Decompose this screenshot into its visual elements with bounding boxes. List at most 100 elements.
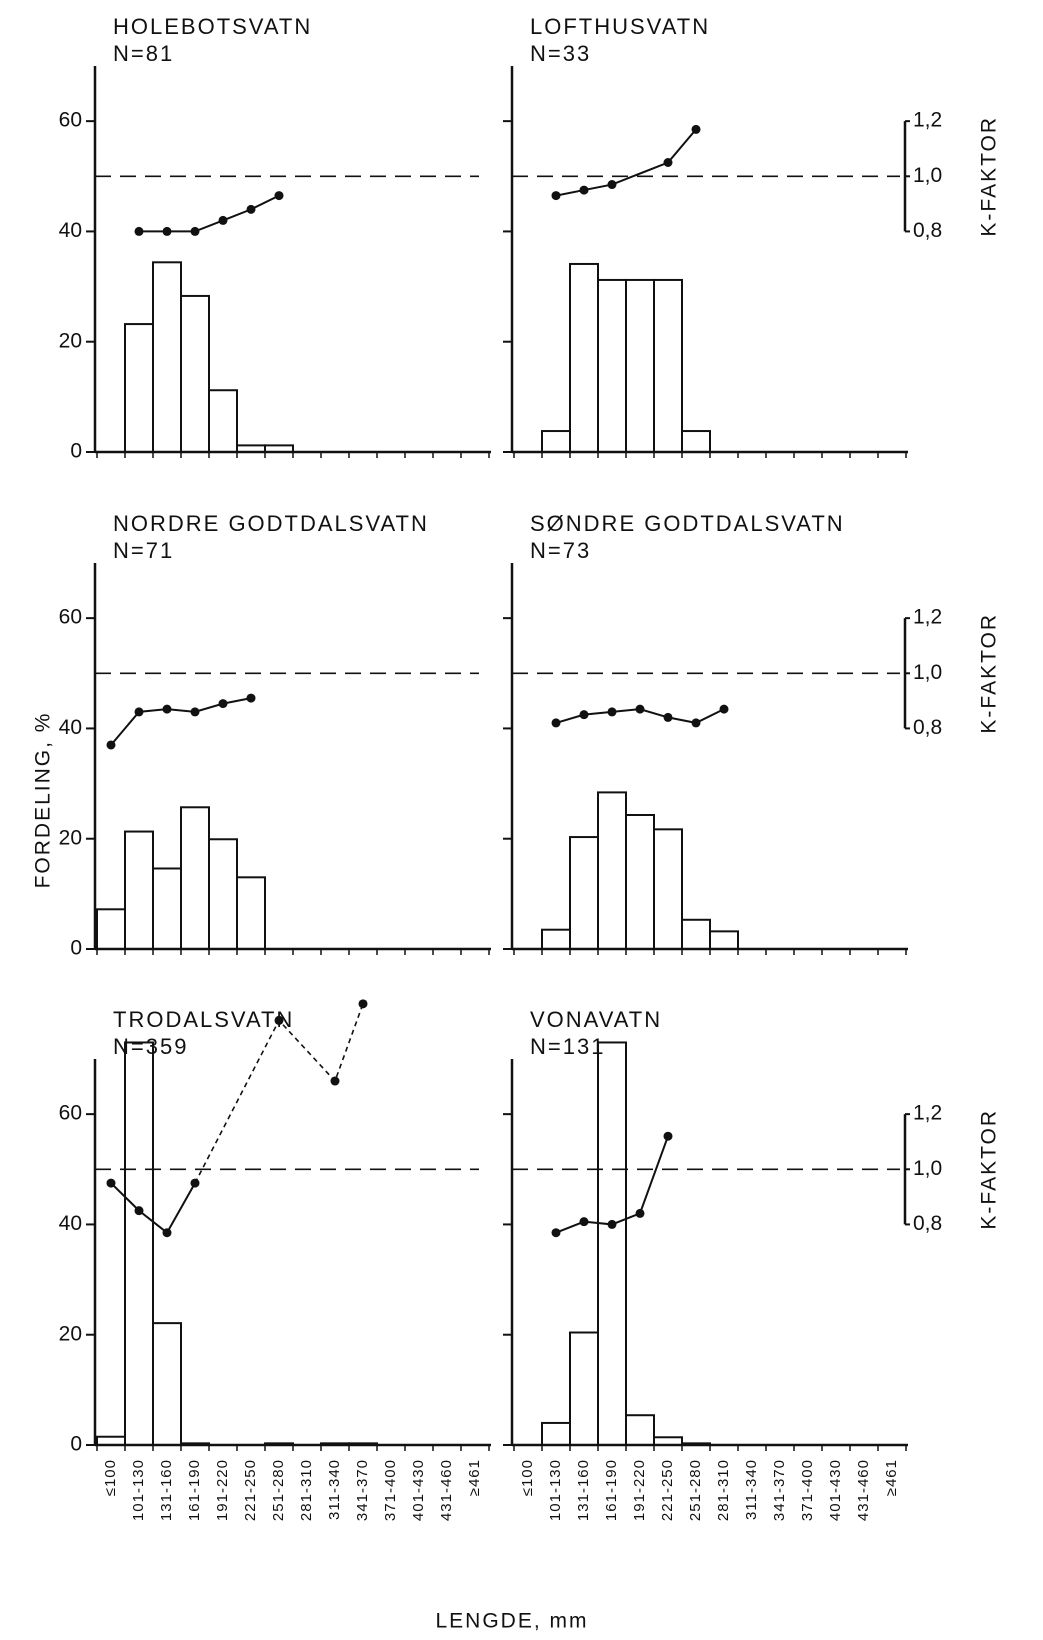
x-tick-label: 101-130 xyxy=(547,1459,564,1521)
k-factor-point xyxy=(551,1228,561,1238)
x-tick-label: 191-220 xyxy=(631,1459,648,1521)
k-factor-point xyxy=(246,693,256,703)
histogram-bar xyxy=(569,262,599,453)
y2-axis-label: K-FAKTOR xyxy=(978,1109,1001,1230)
k-factor-point xyxy=(691,718,701,728)
histogram-bar xyxy=(124,830,154,950)
x-tick-label: 401-430 xyxy=(827,1459,844,1521)
k-factor-point xyxy=(719,704,729,714)
x-tick-label: 341-370 xyxy=(354,1459,371,1521)
x-tick-label: ≤100 xyxy=(102,1459,119,1496)
x-tick-label: 431-460 xyxy=(438,1459,455,1521)
histogram-bar xyxy=(681,430,711,454)
histogram-bar xyxy=(597,791,627,950)
k-factor-point xyxy=(691,124,701,134)
y-tick-label: 20 xyxy=(59,1322,82,1345)
histogram-bar xyxy=(264,1442,294,1446)
k-factor-line xyxy=(194,1003,364,1184)
histogram-bar xyxy=(681,1442,711,1446)
histogram-bar xyxy=(180,1442,210,1446)
y-tick-label: 20 xyxy=(59,826,82,849)
y2-tick-label: 0,8 xyxy=(913,716,942,739)
panel-title: VONAVATN xyxy=(530,1007,662,1032)
k-factor-point xyxy=(663,712,673,722)
k-factor-point xyxy=(274,1015,284,1025)
k-factor-point xyxy=(551,718,561,728)
panel-subtitle: N=131 xyxy=(530,1034,605,1059)
k-factor-point xyxy=(134,226,144,236)
x-tick-label: 191-220 xyxy=(214,1459,231,1521)
panel-title: NORDRE GODTDALSVATN xyxy=(113,511,429,536)
x-tick-label: 281-310 xyxy=(715,1459,732,1521)
histogram-bar xyxy=(653,1436,683,1447)
x-tick-label: 221-250 xyxy=(659,1459,676,1521)
y2-tick-label: 1,2 xyxy=(913,109,942,132)
k-factor-point xyxy=(663,1131,673,1141)
histogram-bar xyxy=(124,1041,154,1446)
x-tick-label: 371-400 xyxy=(799,1459,816,1521)
histogram-bar xyxy=(152,261,182,453)
x-tick-label: 431-460 xyxy=(855,1459,872,1521)
panel-title: LOFTHUSVATN xyxy=(530,14,710,39)
histogram-bar xyxy=(236,876,266,950)
y-tick-label: 40 xyxy=(59,1212,82,1235)
x-tick-label: 341-370 xyxy=(771,1459,788,1521)
k-factor-point xyxy=(635,1208,645,1218)
histogram-bar xyxy=(653,828,683,951)
k-factor-point xyxy=(330,1076,340,1086)
y2-tick-label: 1,2 xyxy=(913,606,942,629)
histogram-bar xyxy=(625,814,655,951)
x-tick-label: 131-160 xyxy=(158,1459,175,1521)
panel-subtitle: N=81 xyxy=(113,41,174,66)
k-factor-point xyxy=(551,191,561,201)
y2-tick-label: 1,0 xyxy=(913,1157,942,1180)
k-factor-point xyxy=(579,710,589,720)
k-factor-point xyxy=(134,1206,144,1216)
histogram-bar xyxy=(541,430,571,454)
histogram-bar xyxy=(348,1442,378,1446)
k-factor-point xyxy=(607,180,617,190)
panel-subtitle: N=73 xyxy=(530,538,591,563)
histogram-bar xyxy=(569,1331,599,1446)
k-factor-point xyxy=(218,699,228,709)
panel-subtitle: N=33 xyxy=(530,41,591,66)
y-tick-label: 60 xyxy=(59,109,82,132)
x-tick-label: 161-190 xyxy=(186,1459,203,1521)
histogram-bar xyxy=(236,444,266,453)
histogram-bar xyxy=(569,836,599,950)
k-factor-line xyxy=(110,1182,196,1235)
k-factor-line xyxy=(555,128,697,197)
y-tick-label: 0 xyxy=(70,1433,82,1456)
x-tick-label: 371-400 xyxy=(382,1459,399,1521)
y-tick-label: 40 xyxy=(59,219,82,242)
panel-title: TRODALSVATN xyxy=(113,1007,294,1032)
x-tick-label: 281-310 xyxy=(298,1459,315,1521)
k-factor-point xyxy=(190,1178,200,1188)
histogram-bar xyxy=(180,806,210,950)
histogram-bar xyxy=(320,1442,350,1446)
k-factor-point xyxy=(607,707,617,717)
k-factor-point xyxy=(218,215,228,225)
k-factor-point xyxy=(246,204,256,214)
x-tick-label: 131-160 xyxy=(575,1459,592,1521)
k-factor-line xyxy=(110,697,252,746)
histogram-bar xyxy=(152,1322,182,1446)
histogram-bar xyxy=(625,278,655,453)
y-tick-label: 60 xyxy=(59,606,82,629)
k-factor-point xyxy=(162,226,172,236)
k-factor-line xyxy=(139,194,280,233)
panel-subtitle: N=71 xyxy=(113,538,174,563)
y2-tick-label: 1,2 xyxy=(913,1102,942,1125)
y-tick-label: 40 xyxy=(59,716,82,739)
x-tick-label: 311-340 xyxy=(326,1459,343,1520)
histogram-bar xyxy=(152,867,182,951)
y2-axis-label: K-FAKTOR xyxy=(978,613,1001,734)
x-tick-label: 401-430 xyxy=(410,1459,427,1521)
panel-title: HOLEBOTSVATN xyxy=(113,14,312,39)
histogram-bar xyxy=(264,444,294,453)
k-factor-point xyxy=(162,704,172,714)
x-tick-label: ≥461 xyxy=(883,1459,900,1496)
x-tick-label: ≤100 xyxy=(519,1459,536,1496)
histogram-bar xyxy=(541,1421,571,1447)
x-tick-label: ≥461 xyxy=(466,1459,483,1496)
